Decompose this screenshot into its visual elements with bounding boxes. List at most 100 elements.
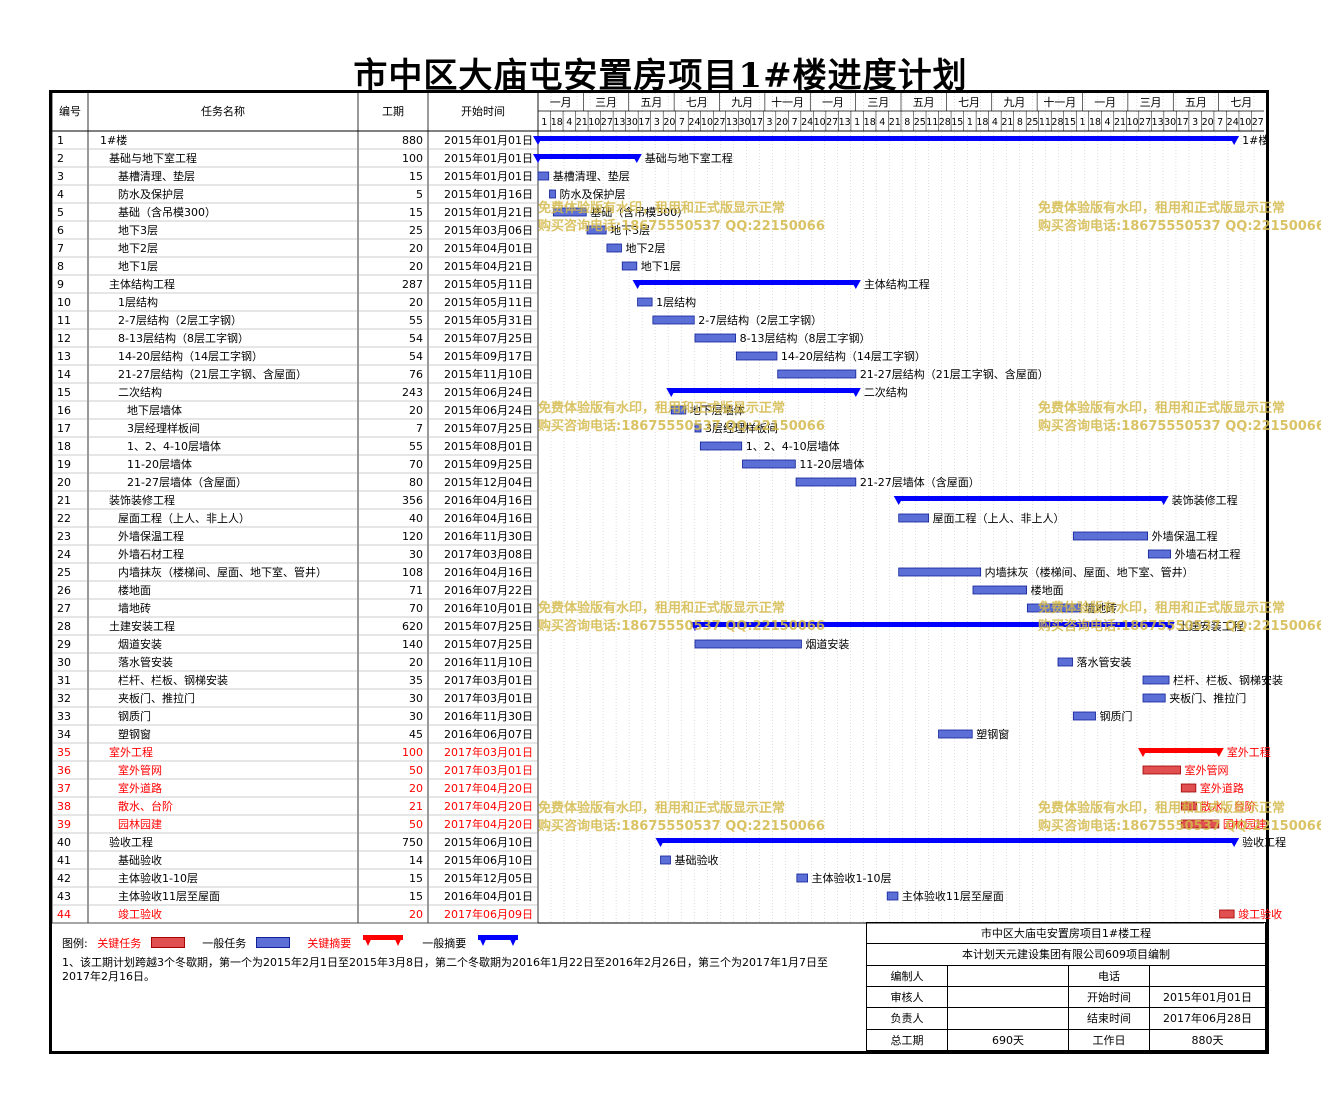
- task-id: 10: [57, 296, 71, 309]
- day-tick-label: 3: [654, 117, 660, 128]
- task-id: 36: [57, 764, 71, 777]
- info-phone-value: [1149, 964, 1266, 987]
- summary-start-cap: [666, 388, 677, 397]
- day-tick-label: 17: [751, 117, 763, 128]
- bar-label: 烟道安装: [805, 637, 849, 651]
- summary-end-cap: [850, 388, 861, 397]
- watermark-line2: 购买咨询电话:18675550537 QQ:22150066: [1038, 418, 1321, 434]
- task-start: 2016年04月01日: [444, 889, 533, 903]
- task-bar: [1072, 711, 1096, 721]
- legend-critical-summary-label: 关键摘要: [307, 936, 352, 950]
- task-name: 21-27层结构（21层工字钢、含屋面）: [118, 367, 307, 381]
- task-name: 21-27层墙体（含屋面）: [127, 475, 247, 489]
- day-tick-label: 30: [738, 117, 750, 128]
- task-id: 42: [57, 872, 71, 885]
- bar-label: 钢质门: [1100, 709, 1133, 723]
- task-id: 17: [57, 422, 71, 435]
- task-name: 防水及保护层: [118, 187, 184, 201]
- day-tick-label: 27: [1252, 117, 1264, 128]
- task-duration: 21: [409, 800, 423, 813]
- task-id: 3: [57, 170, 64, 183]
- task-duration: 14: [409, 854, 423, 867]
- task-bar: [795, 477, 857, 487]
- task-bar: [1219, 909, 1235, 919]
- day-tick-label: 13: [726, 117, 738, 128]
- day-tick-label: 7: [792, 117, 798, 128]
- task-id: 5: [57, 206, 64, 219]
- task-duration: 71: [409, 584, 423, 597]
- task-duration: 20: [409, 296, 423, 309]
- task-start: 2015年07月25日: [444, 421, 533, 435]
- day-tick-label: 4: [566, 117, 572, 128]
- bar-label: 地下2层: [625, 242, 665, 255]
- task-duration: 50: [409, 818, 423, 831]
- summary-start-cap: [893, 496, 904, 505]
- task-id: 8: [57, 260, 64, 273]
- day-tick-label: 11: [1039, 117, 1051, 128]
- task-start: 2015年06月24日: [444, 403, 533, 417]
- task-id: 34: [57, 728, 71, 741]
- task-start: 2015年04月01日: [444, 241, 533, 255]
- task-id: 7: [57, 242, 64, 255]
- watermark-line2: 购买咨询电话:18675550537 QQ:22150066: [538, 618, 825, 634]
- task-bar: [1057, 657, 1073, 667]
- summary-end-cap: [631, 154, 642, 163]
- summary-end-cap: [1229, 136, 1240, 145]
- task-bar: [1142, 693, 1166, 703]
- info-workdays-label: 工作日: [1068, 1028, 1150, 1052]
- gantt-frame: [49, 90, 1269, 1054]
- task-start: 2017年04月20日: [444, 781, 533, 795]
- task-name: 14-20层结构（14层工字钢）: [118, 349, 263, 363]
- task-start: 2017年04月20日: [444, 817, 533, 831]
- task-name: 栏杆、栏板、钢梯安装: [118, 673, 228, 687]
- bar-label: 散水、台阶: [1201, 799, 1256, 813]
- task-id: 28: [57, 620, 71, 633]
- legend-normal-task-label: 一般任务: [202, 936, 247, 950]
- task-id: 22: [57, 512, 71, 525]
- summary-end-cap: [850, 280, 861, 289]
- summary-bar: [694, 622, 1170, 627]
- day-tick-label: 13: [613, 117, 625, 128]
- watermark-line2: 购买咨询电话:18675550537 QQ:22150066: [1038, 818, 1321, 834]
- bar-label: 地下层墙体: [690, 403, 745, 417]
- task-start: 2015年12月05日: [444, 871, 533, 885]
- day-tick-label: 30: [1164, 117, 1176, 128]
- task-name: 落水管安装: [118, 655, 173, 669]
- month-label: 五月: [913, 96, 935, 109]
- task-id: 27: [57, 602, 71, 615]
- bar-label: 2-7层结构（2层工字钢）: [698, 313, 822, 327]
- task-bar: [1026, 603, 1081, 613]
- bar-label: 21-27层墙体（含屋面）: [860, 475, 980, 489]
- bar-label: 屋面工程（上人、非上人）: [933, 512, 1065, 525]
- task-name: 地下1层: [118, 260, 158, 273]
- task-name: 墙地砖: [118, 601, 151, 615]
- task-start: 2015年05月31日: [444, 313, 533, 327]
- day-tick-label: 28: [939, 117, 951, 128]
- month-label: 三月: [1140, 96, 1162, 109]
- task-start: 2015年09月25日: [444, 457, 533, 471]
- task-start: 2017年04月20日: [444, 799, 533, 813]
- task-duration: 140: [402, 638, 423, 651]
- task-id: 40: [57, 836, 71, 849]
- task-start: 2016年10月01日: [444, 601, 533, 615]
- summary-end-cap: [1213, 748, 1224, 757]
- task-name: 塑钢窗: [118, 727, 151, 741]
- day-tick-label: 1: [854, 117, 860, 128]
- day-tick-label: 4: [992, 117, 998, 128]
- task-start: 2015年12月04日: [444, 475, 533, 489]
- task-duration: 7: [416, 422, 423, 435]
- task-start: 2015年01月21日: [444, 205, 533, 219]
- bar-label: 21-27层结构（21层工字钢、含屋面）: [860, 367, 1049, 381]
- bar-label: 塑钢窗: [976, 727, 1009, 741]
- info-end-label: 结束时间: [1068, 1007, 1150, 1030]
- task-name: 室外道路: [118, 781, 162, 795]
- summary-start-cap: [1138, 748, 1148, 757]
- watermark-line1: 免费体验版有水印，租用和正式版显示正常: [538, 800, 785, 816]
- watermark-line1: 免费体验版有水印，租用和正式版显示正常: [538, 200, 785, 216]
- summary-start-cap: [655, 838, 666, 847]
- col-header-start: 开始时间: [461, 104, 505, 118]
- task-id: 43: [57, 890, 71, 903]
- task-start: 2017年03月01日: [444, 691, 533, 705]
- task-start: 2015年07月25日: [444, 637, 533, 651]
- task-start: 2015年01月01日: [444, 151, 533, 165]
